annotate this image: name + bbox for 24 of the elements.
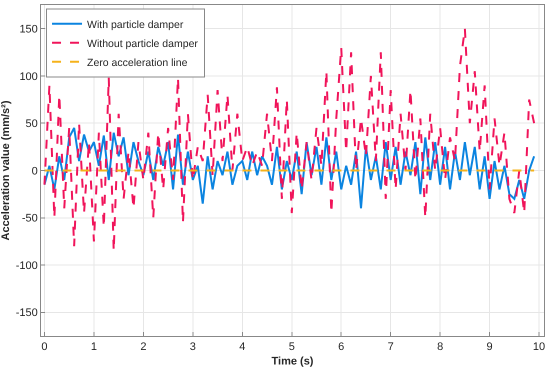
x-tick-label: 2 (140, 341, 146, 354)
x-tick-label: 8 (437, 341, 444, 354)
y-tick-label: -150 (16, 307, 38, 320)
y-axis-title: Acceleration value (mm/s²) (0, 100, 12, 240)
legend-label: Without particle damper (87, 38, 198, 50)
y-tick-label: -50 (22, 212, 38, 225)
legend-label: Zero acceleration line (87, 56, 188, 69)
x-tick-label: 6 (338, 341, 344, 354)
y-tick-label: -100 (16, 260, 38, 272)
legend-label: With particle damper (87, 18, 184, 31)
x-tick-label: 9 (486, 341, 493, 354)
x-tick-label: 1 (90, 341, 97, 354)
x-tick-label: 5 (288, 341, 295, 354)
x-tick-label: 4 (239, 341, 246, 354)
y-tick-label: 100 (19, 70, 38, 83)
x-axis-title: Time (s) (272, 355, 314, 368)
x-tick-label: 10 (532, 341, 546, 354)
x-tick-label: 3 (190, 341, 196, 354)
y-tick-label: 150 (19, 23, 38, 36)
line-series (43, 126, 536, 210)
x-tick-label: 7 (388, 341, 394, 354)
x-tick-label: 0 (41, 341, 48, 354)
y-tick-label: 0 (32, 165, 38, 178)
y-tick-label: 50 (26, 118, 38, 130)
